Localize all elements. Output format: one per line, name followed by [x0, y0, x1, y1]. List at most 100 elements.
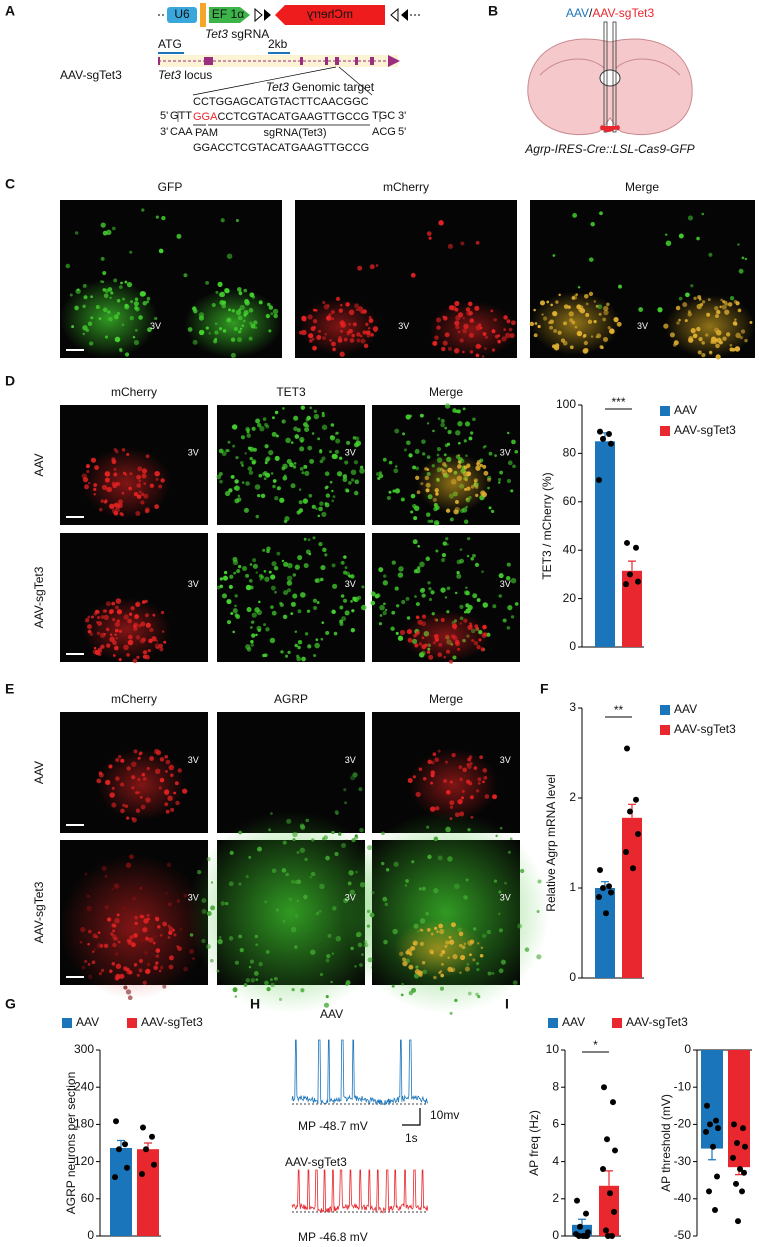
cell [338, 456, 343, 460]
cell [271, 416, 275, 420]
cell [238, 882, 242, 886]
cell [80, 926, 86, 933]
cell [254, 934, 259, 939]
cell [536, 910, 540, 913]
cell [298, 488, 302, 491]
cell [427, 759, 432, 765]
cell [484, 335, 489, 339]
cell [451, 752, 456, 758]
cell [542, 316, 548, 321]
cell [100, 222, 106, 228]
cell [301, 656, 306, 662]
cell [350, 600, 353, 603]
cell [100, 256, 105, 261]
cell [136, 494, 142, 499]
cell [408, 453, 413, 458]
cell [268, 305, 274, 310]
cell [104, 471, 111, 477]
cell [722, 336, 727, 341]
cell [255, 571, 258, 574]
cell [493, 879, 498, 883]
cell [140, 621, 146, 627]
cell [168, 764, 175, 771]
cell [272, 308, 279, 315]
cell [232, 608, 238, 614]
cell [454, 591, 458, 595]
y-axis-label: AGRP neurons per section [64, 1072, 78, 1215]
cell [251, 620, 255, 624]
cell [183, 273, 188, 278]
cell [394, 586, 399, 591]
cell [477, 781, 481, 785]
cell [270, 585, 276, 591]
cell [268, 450, 274, 456]
cell [245, 644, 251, 650]
cell [456, 573, 462, 579]
cell [206, 944, 211, 950]
cell [414, 595, 417, 598]
cell [134, 921, 138, 926]
cell [360, 338, 366, 344]
cell [603, 305, 609, 312]
cell [447, 467, 453, 473]
cell [205, 326, 209, 330]
cell [243, 310, 249, 316]
y-axis-label: TET3 / mCherry (%) [540, 472, 554, 579]
cell [462, 767, 467, 773]
cell [100, 615, 105, 619]
data-point [713, 1117, 719, 1124]
cell [160, 478, 165, 483]
cell [146, 962, 151, 967]
cell [418, 887, 422, 891]
legend-label: AAV-sgTet3 [674, 722, 736, 736]
cell [143, 918, 149, 924]
cell [421, 636, 425, 640]
cell [329, 339, 332, 342]
cell [287, 650, 291, 655]
cell [228, 584, 233, 589]
cell [401, 599, 406, 605]
cell [363, 343, 369, 349]
cell [419, 941, 424, 947]
cell [113, 278, 118, 283]
cell [312, 598, 318, 603]
cell [469, 622, 472, 625]
cell [378, 473, 384, 479]
cell [453, 626, 457, 630]
cell [286, 575, 293, 582]
cell [406, 948, 412, 954]
cell [708, 252, 713, 257]
cell [257, 423, 262, 428]
cell [468, 436, 473, 441]
cell [437, 417, 441, 421]
micrograph [217, 533, 365, 662]
cell [113, 510, 119, 516]
cell [206, 910, 212, 916]
error-bar [708, 1148, 716, 1161]
cell [222, 575, 228, 581]
cell [309, 339, 313, 343]
cell [421, 439, 426, 444]
cell [314, 578, 319, 583]
cell [353, 599, 357, 603]
cell [294, 643, 298, 648]
panel-label: A [5, 3, 15, 19]
injection-title-part: AAV [566, 6, 589, 20]
cell [398, 566, 404, 572]
cell [533, 333, 538, 338]
cell [705, 333, 709, 337]
cell [114, 918, 120, 924]
cell [588, 257, 594, 262]
cell [585, 313, 590, 318]
cell [468, 310, 473, 316]
cell [158, 484, 163, 489]
cell [137, 778, 141, 781]
cell [514, 602, 519, 606]
cell [342, 477, 348, 483]
cell [469, 350, 474, 354]
cell [413, 634, 417, 638]
data-point [601, 1084, 607, 1091]
cell [447, 956, 450, 960]
cell [440, 467, 444, 472]
cell [290, 926, 297, 933]
